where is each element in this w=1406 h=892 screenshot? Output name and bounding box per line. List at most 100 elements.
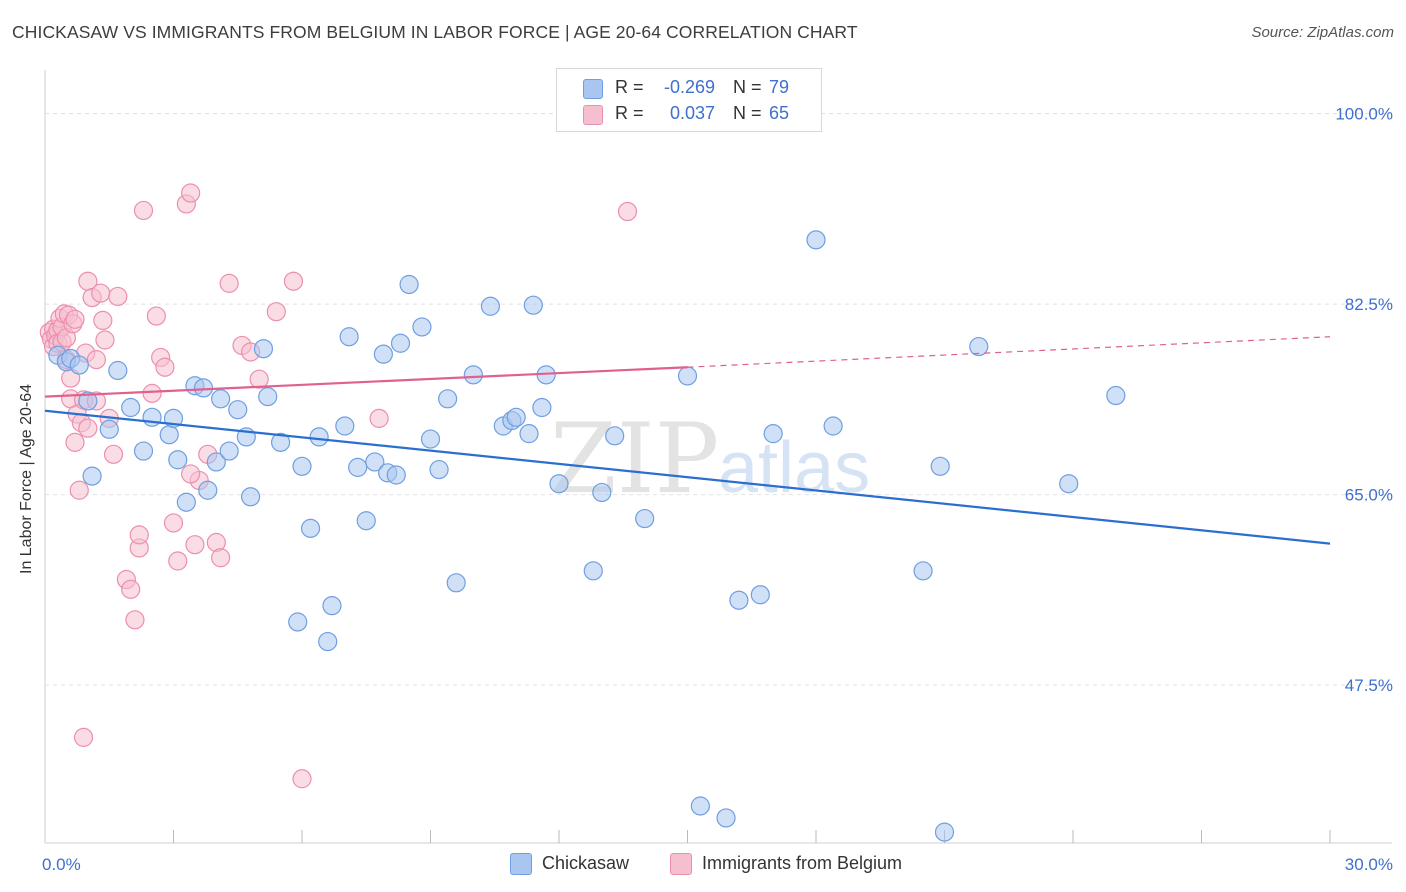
y-tick-label: 100.0% [1335,105,1393,124]
data-point-pink [249,369,269,389]
data-point-blue [716,808,736,828]
data-point-blue [930,456,950,476]
data-point-pink [121,579,141,599]
data-point-pink [266,302,286,322]
data-point-pink [65,432,85,452]
trend-line-blue [44,409,1331,545]
data-point-blue [228,400,248,420]
y-axis-label: In Labor Force | Age 20-64 [18,383,35,574]
data-point-blue [270,432,291,452]
data-point-blue [292,456,312,476]
data-point-blue [373,344,393,364]
legend-r-label: R = [615,103,644,123]
data-point-blue [934,822,955,842]
y-tick-label: 82.5% [1345,295,1393,314]
data-point-blue [219,441,239,461]
legend-box: R = -0.269 N = 79 R = 0.037 N = 65 [556,68,822,132]
data-point-blue [583,561,603,581]
data-point-blue [523,295,543,315]
bottom-legend-swatch-pink [670,853,692,875]
data-point-pink [65,309,85,329]
data-point-blue [356,511,376,531]
series-pink-points [39,183,638,789]
data-point-blue [729,590,749,610]
data-point-pink [93,310,113,331]
data-point-pink [86,350,107,370]
trend-line-extension-pink [687,336,1331,368]
legend-row-belgium: R = 0.037 N = 65 [557,102,821,126]
data-point-blue [438,389,458,409]
y-tick-label: 47.5% [1345,676,1393,695]
data-point-blue [82,466,102,486]
source-label: Source: ZipAtlas.com [1251,24,1394,41]
data-point-blue [211,389,231,409]
data-point-blue [1059,474,1079,494]
data-point-blue [446,573,466,593]
data-point-blue [241,487,261,507]
data-point-blue [677,366,698,386]
data-point-blue [549,474,569,494]
data-point-blue [300,518,321,538]
data-point-blue [159,425,179,445]
legend-row-chickasaw: R = -0.269 N = 79 [557,76,821,100]
data-point-pink [133,200,154,221]
data-point-blue [1106,385,1126,406]
chart-title: CHICKASAW VS IMMIGRANTS FROM BELGIUM IN … [12,22,858,42]
data-point-blue [69,355,89,375]
data-point-pink [617,201,638,222]
x-tick-label: 0.0% [42,855,81,874]
data-point-pink [146,306,166,326]
data-point-blue [121,397,141,418]
data-point-pink [129,525,149,545]
data-point-pink [95,330,115,350]
data-point-pink [103,444,124,464]
bottom-legend-label: Chickasaw [542,853,630,873]
data-point-blue [399,274,419,295]
data-point-pink [185,535,205,555]
data-point-blue [412,317,432,337]
data-point-blue [318,631,338,652]
y-tick-label: 65.0% [1345,486,1393,505]
legend-r-value: 0.037 [669,103,715,123]
data-point-pink [163,513,184,533]
data-point-blue [823,416,843,436]
data-point-blue [253,339,274,359]
data-point-pink [78,418,98,438]
data-point-blue [506,407,526,427]
legend-r-label: R = [615,77,644,97]
data-point-blue [288,612,308,632]
bottom-legend-swatch-blue [510,853,532,875]
data-point-blue [592,482,612,503]
data-point-blue [258,387,278,407]
data-point-pink [369,408,389,428]
axes [44,70,1392,844]
data-point-pink [292,769,312,789]
data-point-blue [690,796,710,816]
trend-lines [44,336,1331,545]
data-point-blue [206,452,226,472]
gridlines [45,113,1392,686]
series-blue-points [48,230,1126,842]
data-point-pink [91,283,111,303]
watermark: ZIP atlas [550,403,870,515]
data-point-blue [635,508,655,529]
data-point-blue [969,336,989,357]
data-point-pink [168,551,188,571]
data-point-pink [108,286,128,307]
data-point-blue [390,333,411,353]
legend-n-label: N = [733,103,762,123]
data-point-blue [133,441,154,461]
data-point-pink [181,464,201,484]
data-point-blue [386,465,406,485]
data-point-pink [73,727,94,747]
data-point-blue [322,596,342,616]
data-point-blue [763,424,783,444]
data-point-blue [108,360,128,381]
data-point-pink [219,273,239,293]
legend-n-value: 65 [769,103,790,123]
data-point-blue [168,450,188,470]
data-point-blue [365,452,385,472]
data-point-blue [420,429,441,449]
data-point-blue [339,327,359,347]
